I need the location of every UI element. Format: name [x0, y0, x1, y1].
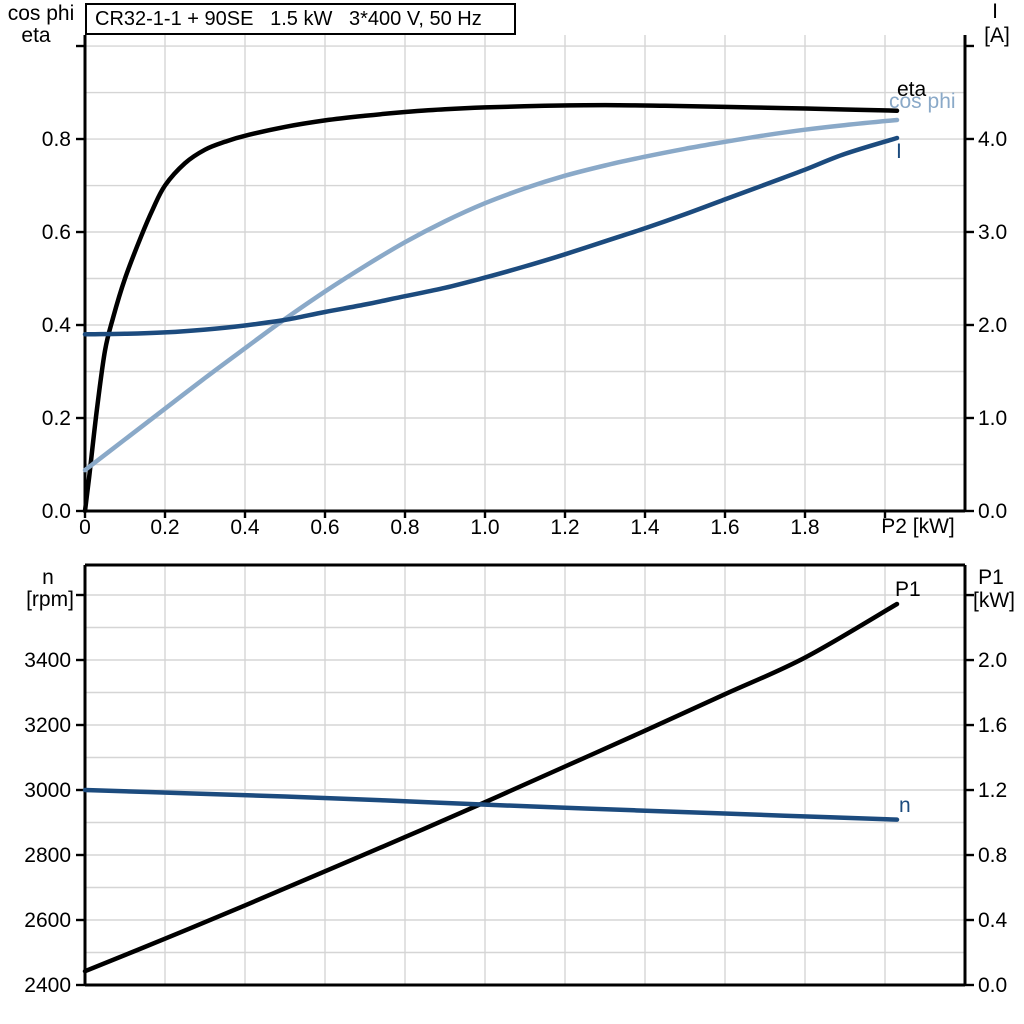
electrical-curves-chart-curve-label-I: I: [896, 140, 902, 163]
electrical-curves-chart-curve-label-cos-phi: cos phi: [889, 90, 956, 113]
speed-power-chart-left-tick-label: 2800: [24, 844, 71, 867]
speed-power-chart-left-tick-label: 2400: [24, 974, 71, 997]
electrical-curves-chart-x-tick-label: 1.0: [470, 516, 499, 539]
speed-power-chart-left-tick-label: 2600: [24, 909, 71, 932]
electrical-curves-chart-curve-label-eta: eta: [897, 78, 927, 101]
speed-power-chart-right-tick-label: 0.4: [978, 909, 1008, 932]
electrical-curves-chart-x-axis-title: P2 [kW]: [881, 515, 955, 538]
electrical-curves-chart-x-tick-label: 1.8: [790, 516, 819, 539]
electrical-curves-chart-left-tick-label: 0.0: [42, 500, 71, 523]
chart-title-box: CR32-1-1 + 90SE 1.5 kW 3*400 V, 50 Hz: [85, 3, 516, 35]
speed-power-chart-curve-label-n: n: [899, 794, 911, 817]
electrical-curves-chart-curve-eta: [82, 102, 900, 514]
electrical-curves-chart-x-tick-label: 0.8: [390, 516, 419, 539]
speed-power-chart-left-tick-label: 3200: [24, 714, 71, 737]
electrical-curves-chart-x-tick-label: 1.6: [710, 516, 739, 539]
electrical-curves-chart-right-tick-label: 4.0: [978, 128, 1007, 151]
electrical-curves-chart-left-tick-label: 0.4: [42, 314, 72, 337]
speed-power-chart-right-tick-label: 0.8: [978, 844, 1007, 867]
speed-power-chart-right-tick-label: 0.0: [978, 974, 1007, 997]
electrical-curves-chart-left-axis-title: cos phi: [8, 2, 75, 25]
speed-power-chart-right-tick-label: 1.6: [978, 714, 1007, 737]
speed-power-chart-curve-label-P1: P1: [895, 578, 921, 601]
speed-power-chart-left-tick-label: 3400: [24, 649, 71, 672]
electrical-curves-chart-x-tick-label: 0.6: [310, 516, 339, 539]
electrical-curves-chart-right-axis-title: I: [992, 0, 998, 23]
electrical-curves-chart-left-tick-label: 0.6: [42, 221, 71, 244]
speed-power-chart-curve-n: [82, 787, 900, 822]
speed-power-chart-right-tick-label: 2.0: [978, 649, 1007, 672]
electrical-curves-chart-x-tick-label: 0.2: [150, 516, 179, 539]
electrical-curves-chart-left-tick-label: 0.8: [42, 128, 71, 151]
electrical-curves-chart-left-axis-title: eta: [21, 24, 51, 47]
electrical-curves-chart-x-tick-label: 1.4: [630, 516, 660, 539]
speed-power-chart-right-axis-title: [kW]: [973, 589, 1015, 612]
speed-power-chart-left-axis-title: n: [42, 566, 54, 589]
electrical-curves-chart-right-tick-label: 1.0: [978, 407, 1007, 430]
electrical-curves-chart-right-tick-label: 0.0: [978, 500, 1007, 523]
speed-power-chart-left-tick-label: 3000: [24, 779, 71, 802]
electrical-curves-chart-x-tick-label: 1.2: [550, 516, 579, 539]
electrical-curves-chart-left-tick-label: 0.2: [42, 407, 71, 430]
electrical-curves-chart-x-tick-label: 0: [79, 516, 91, 539]
electrical-curves-chart-right-axis-title: [A]: [984, 24, 1010, 47]
speed-power-chart-right-tick-label: 1.2: [978, 779, 1007, 802]
speed-power-chart-right-axis-title: P1: [978, 566, 1004, 589]
electrical-curves-chart-curve-I: [82, 135, 900, 337]
speed-power-chart-left-axis-title: [rpm]: [26, 588, 74, 611]
electrical-curves-chart-right-tick-label: 2.0: [978, 314, 1007, 337]
speed-power-chart-curve-P1: [82, 601, 900, 974]
electrical-curves-chart-curve-cos-phi: [82, 117, 900, 473]
electrical-curves-chart-x-tick-label: 0.4: [230, 516, 260, 539]
electrical-curves-chart-right-tick-label: 3.0: [978, 221, 1007, 244]
